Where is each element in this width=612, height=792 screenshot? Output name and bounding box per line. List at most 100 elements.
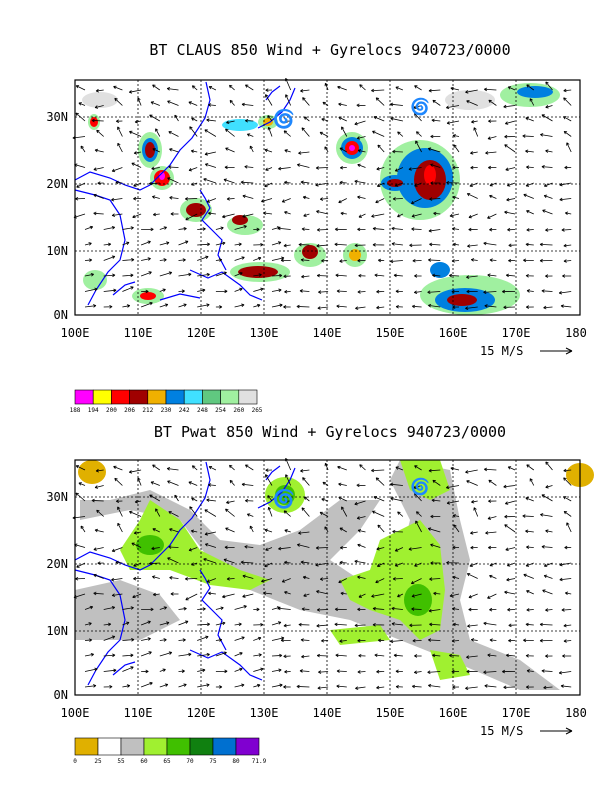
wind-arrow [133, 576, 142, 581]
wind-arrow [284, 590, 291, 595]
wind-arrow [321, 117, 329, 122]
wind-arrow [504, 590, 516, 595]
wind-arrow [564, 545, 572, 550]
typhoon-symbol-icon: 🌀 [273, 108, 295, 130]
wind-arrow [339, 545, 347, 550]
wind-arrow [408, 547, 422, 551]
wind-arrow [244, 165, 254, 169]
colorbar-swatch [143, 737, 168, 756]
wind-arrow [558, 671, 572, 675]
wind-arrow [234, 622, 242, 627]
wind-arrow [245, 464, 254, 471]
wind-arrow [271, 241, 282, 246]
wind-arrow [562, 274, 572, 278]
wind-arrow [271, 303, 283, 308]
colorbar-label: 260 [233, 407, 244, 414]
wind-arrow [411, 304, 422, 309]
wind-arrow [395, 684, 403, 689]
colorbar-swatch [111, 389, 130, 405]
ytick-label: 10N [46, 244, 68, 258]
wind-arrow [152, 195, 160, 199]
wind-arrow [234, 636, 245, 641]
wind-arrow [75, 85, 86, 91]
wind-arrow [133, 196, 142, 201]
wind-arrow [358, 653, 366, 658]
wind-arrow [75, 112, 86, 122]
wind-arrow [208, 466, 217, 471]
wind-arrow [188, 167, 198, 172]
wind-arrow [375, 477, 385, 486]
colorbar-swatch [166, 737, 191, 756]
wind-arrow [468, 227, 478, 232]
wind-arrow [84, 622, 92, 626]
wind-arrow [234, 605, 247, 610]
wind-arrow [452, 227, 460, 231]
wind-arrow [372, 606, 385, 611]
wind-arrow [215, 606, 224, 610]
wind-arrow [465, 686, 478, 690]
wind-arrow [339, 165, 347, 170]
wind-arrow [284, 180, 291, 185]
wind-arrow [141, 637, 151, 641]
wind-arrow [429, 577, 441, 581]
wind-arrow [427, 147, 441, 153]
wind-arrow [215, 258, 223, 262]
ytick-label: 0N [54, 308, 68, 322]
wind-arrow [103, 305, 113, 309]
wind-arrow [97, 181, 104, 185]
wind-arrow [543, 685, 553, 690]
wind-arrow [253, 607, 260, 612]
map1-reference-vector: 15 M/S [480, 344, 573, 358]
wind-arrow [95, 468, 104, 473]
wind-arrow [377, 524, 385, 533]
wind-arrow [131, 162, 142, 168]
wind-arrow [93, 193, 104, 199]
wind-arrow [414, 562, 422, 567]
colorbar-swatch [220, 389, 240, 405]
wind-arrow [159, 621, 170, 626]
wind-arrow [76, 562, 86, 568]
wind-arrow [253, 256, 262, 261]
wind-arrow [283, 685, 291, 689]
colorbar-label: 55 [117, 758, 125, 765]
wind-arrow [357, 607, 366, 612]
wind-arrow [204, 163, 217, 168]
wind-arrow [226, 500, 235, 505]
wind-arrow [397, 593, 404, 598]
wind-arrow [473, 127, 479, 137]
wind-arrow [506, 197, 516, 202]
wind-arrow [371, 468, 385, 473]
wind-arrow [508, 638, 516, 643]
wind-arrow [373, 115, 385, 122]
wind-arrow [525, 182, 534, 187]
wind-arrow [122, 273, 134, 278]
wind-arrow [148, 561, 160, 566]
wind-arrow [334, 227, 347, 232]
wind-arrow [152, 592, 160, 597]
wind-arrow [410, 198, 422, 205]
wind-arrow [468, 607, 478, 612]
wind-arrow [265, 167, 273, 171]
wind-arrow [141, 607, 154, 612]
wind-arrow [296, 304, 310, 309]
wind-arrow [489, 638, 497, 642]
wind-arrow [316, 590, 329, 595]
wind-arrow [168, 131, 179, 137]
wind-arrow [471, 499, 478, 504]
xtick-label: 110E [124, 326, 153, 340]
wind-arrow [281, 198, 291, 203]
wind-arrow [315, 562, 329, 567]
wind-arrow [413, 290, 422, 294]
wind-arrow [525, 622, 534, 627]
map2-wind-vectors [72, 457, 572, 690]
wind-arrow [94, 528, 104, 533]
wind-arrow [253, 667, 264, 672]
wind-arrow [430, 163, 441, 168]
wind-arrow [542, 209, 553, 215]
wind-arrow [429, 622, 441, 627]
wind-arrow [277, 606, 291, 611]
wind-arrow [450, 86, 460, 91]
wind-arrow [529, 98, 535, 106]
wind-arrow [103, 635, 116, 641]
wind-arrow [525, 562, 534, 567]
